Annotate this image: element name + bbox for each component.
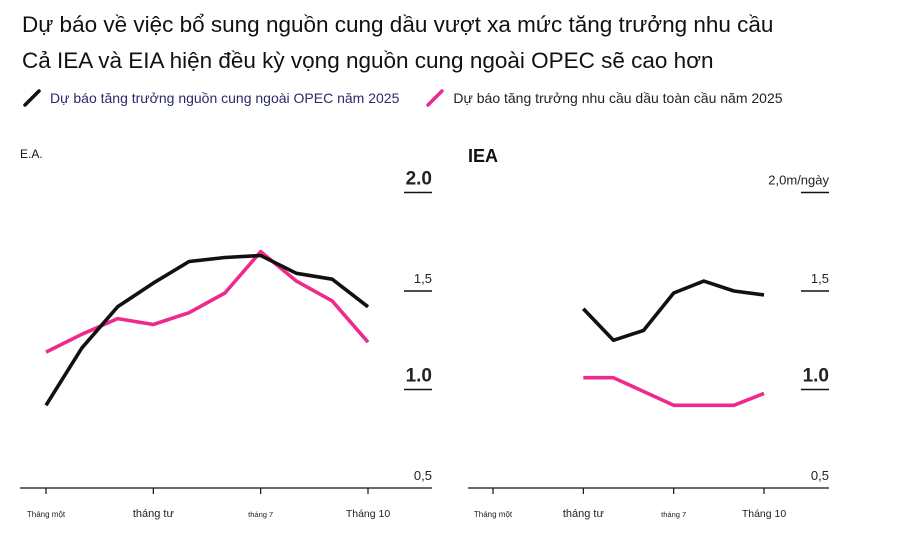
legend-label-demand: Dự báo tăng trưởng nhu cầu dầu toàn cầu … — [453, 90, 783, 106]
chart-subtitle: Cả IEA và EIA hiện đều kỳ vọng nguồn cun… — [22, 48, 714, 73]
y-tick-label-iea: 1,5 — [811, 271, 829, 286]
legend-item-supply: Dự báo tăng trưởng nguồn cung ngoài OPEC… — [22, 88, 399, 108]
y-tick-label-ea: 1.0 — [406, 366, 432, 387]
supply-line-ea — [44, 253, 370, 407]
x-tick-label-iea: Tháng một — [474, 510, 513, 519]
chart-title: Dự báo về việc bổ sung nguồn cung dầu vư… — [22, 12, 774, 37]
y-tick-label-ea: 1,5 — [414, 271, 432, 286]
demand-line-ea — [45, 249, 370, 354]
legend-item-demand: Dự báo tăng trưởng nhu cầu dầu toàn cầu … — [425, 88, 783, 108]
panel-title-ea: E.A. — [20, 147, 43, 161]
x-tick-label-iea: Tháng 10 — [742, 508, 787, 520]
x-tick-label-ea: tháng tư — [133, 508, 175, 520]
x-tick-label-iea: tháng tư — [563, 508, 605, 520]
x-tick-label-ea: tháng 7 — [248, 510, 273, 519]
supply-line-iea — [581, 279, 765, 343]
panel-title-iea: IEA — [468, 146, 498, 166]
y-tick-label-iea: 1.0 — [803, 366, 829, 387]
legend-swatch-supply — [23, 89, 41, 107]
y-tick-label-iea: 0,5 — [811, 468, 829, 483]
x-tick-label-ea: Tháng 10 — [346, 508, 391, 520]
legend-swatch-demand — [426, 89, 445, 107]
x-tick-label-ea: Tháng một — [27, 510, 66, 519]
chart-panel-ea: E.A. 2.0 1,5 1.0 0,5 Tháng một tháng tư tháng 7… — [20, 147, 432, 520]
y-tick-label-ea: 0,5 — [414, 468, 432, 483]
chart-panel-iea: IEA 2,0m/ngày 1,5 1.0 0,5 Tháng một tháng tư th… — [468, 146, 829, 520]
legend-label-supply: Dự báo tăng trưởng nguồn cung ngoài OPEC… — [50, 90, 400, 106]
x-tick-label-iea: tháng 7 — [661, 510, 686, 519]
y-tick-label-iea: 2,0m/ngày — [768, 173, 829, 188]
legend: Dự báo tăng trưởng nguồn cung ngoài OPEC… — [22, 87, 809, 109]
demand-line-iea — [583, 375, 765, 408]
y-tick-label-ea: 2.0 — [406, 169, 432, 190]
